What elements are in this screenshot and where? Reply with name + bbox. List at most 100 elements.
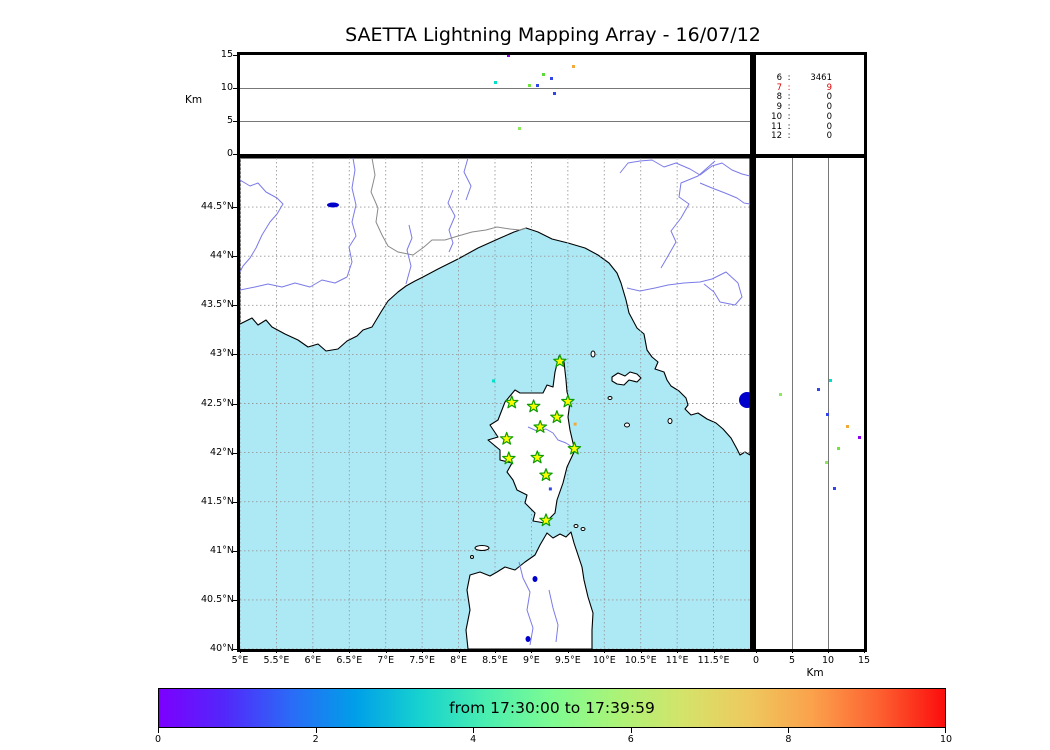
altitude-tick-label: 15 <box>220 49 233 60</box>
river <box>405 224 413 285</box>
count-value: 0 <box>826 111 832 122</box>
latitude-tickmark <box>233 305 237 307</box>
station-star <box>526 399 541 413</box>
altitude-gridline <box>828 158 829 649</box>
lake <box>532 576 538 582</box>
mainland-coastline <box>240 158 750 456</box>
lightning-point <box>832 487 836 491</box>
lightning-point <box>845 424 849 428</box>
latitude-tick-label: 42.5°N <box>200 397 234 409</box>
latitude-tickmark <box>233 403 237 405</box>
count-level-label: 6 <box>776 73 782 83</box>
count-level-label: 8 <box>776 92 782 103</box>
page-title: SAETTA Lightning Mapping Array - 16/07/1… <box>345 24 761 46</box>
corsica-coastline <box>487 355 576 524</box>
station-star <box>567 441 582 455</box>
longitude-tick-label: 9.5°E <box>554 655 581 666</box>
lightning-point <box>494 80 498 84</box>
station-star <box>561 394 575 408</box>
colorbar-tickmark <box>945 728 946 733</box>
km-tick-label: 10 <box>821 655 835 666</box>
colorbar-tick-label: 8 <box>785 734 792 745</box>
river <box>447 189 456 253</box>
latitude-tickmark <box>233 256 237 258</box>
lake <box>739 392 750 408</box>
lightning-point <box>549 76 553 80</box>
lightning-point <box>528 83 532 87</box>
count-level-label: 10 <box>771 111 782 122</box>
longitude-tick-label: 8.5°E <box>482 655 508 666</box>
colorbar-tick-label: 2 <box>312 734 319 745</box>
altitude-tickmark <box>233 154 237 155</box>
time-colorbar: from 17:30:00 to 17:39:59 <box>158 688 946 728</box>
longitude-tick-label: 7.5°E <box>409 655 436 666</box>
altitude-vs-longitude-plot <box>240 55 750 154</box>
km-tick-label: 15 <box>857 655 871 666</box>
lake <box>327 202 339 208</box>
altitude-tick-label: 5 <box>226 115 233 126</box>
map-plot <box>240 158 750 649</box>
source-counts-box: 6:3461 7:9 8:0 9:0 10:0 11:0 12:0 <box>753 52 867 157</box>
count-level-label: 7 <box>776 82 782 93</box>
river <box>240 179 284 273</box>
longitude-tick-label: 10.5°E <box>624 655 657 666</box>
count-level-label: 12 <box>771 131 782 142</box>
small-island <box>573 524 579 528</box>
longitude-tickmark <box>531 649 533 653</box>
source-count-row: 8: 0 <box>756 93 864 103</box>
longitude-tickmark <box>422 649 424 653</box>
longitude-tick-label: 6°E <box>304 655 322 666</box>
map-panel <box>237 155 753 652</box>
latitude-tickmark <box>233 452 237 454</box>
longitude-tick-label: 11.5°E <box>697 655 730 666</box>
altitude-tickmark <box>233 121 237 122</box>
count-level-label: 9 <box>776 102 782 113</box>
lightning-point <box>825 460 829 464</box>
count-value: 0 <box>826 102 832 113</box>
top-panel-km-axis-label: Km <box>185 94 203 106</box>
lightning-point <box>825 412 829 416</box>
elba-coastline <box>611 371 642 386</box>
river <box>660 160 716 269</box>
station-star <box>505 395 519 409</box>
longitude-tickmark <box>495 649 496 653</box>
altitude-vs-latitude-panel <box>753 155 867 652</box>
count-colon: : <box>787 82 791 93</box>
latitude-tickmark <box>233 207 237 209</box>
count-colon: : <box>787 111 791 122</box>
colorbar-tick-label: 4 <box>470 734 477 745</box>
lightning-point <box>817 388 821 392</box>
latitude-tickmark <box>233 550 237 552</box>
small-island <box>470 555 474 559</box>
km-tickmark <box>828 649 829 653</box>
country-border <box>370 158 527 256</box>
river <box>346 158 357 278</box>
km-tickmark <box>756 649 757 653</box>
longitude-tick-label: 10°E <box>592 655 616 666</box>
colorbar-tick-label: 10 <box>939 734 953 745</box>
longitude-tick-label: 11°E <box>665 655 689 666</box>
colorbar-time-range-label: from 17:30:00 to 17:39:59 <box>449 699 655 717</box>
lake <box>525 636 531 642</box>
colorbar-tickmark <box>788 728 790 733</box>
longitude-tick-label: 5°E <box>231 655 249 666</box>
latitude-tick-label: 41°N <box>210 544 234 556</box>
latitude-tick-label: 41.5°N <box>200 495 234 507</box>
count-colon: : <box>787 73 791 83</box>
small-island <box>474 545 490 551</box>
count-colon: : <box>787 131 791 142</box>
count-value: 0 <box>826 131 832 142</box>
altitude-vs-latitude-plot <box>756 158 864 649</box>
altitude-gridline <box>240 88 750 89</box>
lightning-point <box>518 127 522 131</box>
source-count-row: 10: 0 <box>756 111 864 123</box>
station-star <box>533 420 547 433</box>
km-tickmark <box>864 649 865 653</box>
latitude-tickmark <box>233 599 237 601</box>
river <box>619 159 750 177</box>
longitude-tickmark <box>312 649 314 653</box>
lightning-point <box>837 447 841 451</box>
longitude-tick-label: 7°E <box>377 655 395 666</box>
longitude-tickmark <box>640 649 642 653</box>
